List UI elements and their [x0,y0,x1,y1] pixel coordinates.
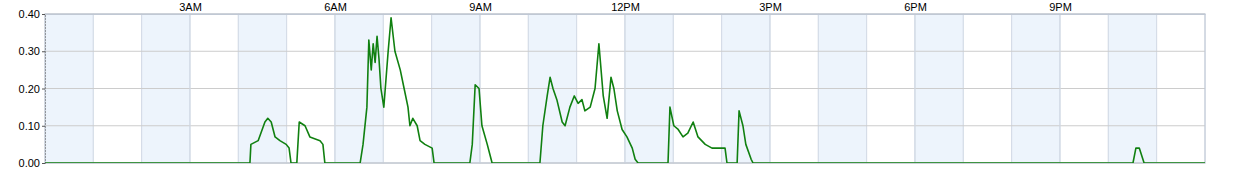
hour-bands [45,14,1205,163]
grid-line [915,14,916,163]
series-group [45,18,1205,163]
plot: 3AM6AM9AM12PM3PM6PM9PM0.000.100.200.300.… [19,1,1206,169]
grid-line [335,14,336,163]
axis-line [46,14,1206,15]
tick-label: 0.10 [19,120,40,132]
tick: 6PM [904,1,927,14]
tick-label: 0.40 [19,8,40,20]
tick-mark [42,163,45,164]
tick: 0.20 [19,83,45,95]
tick: 12PM [611,1,640,14]
tick-mark [42,126,45,127]
plot-frame [45,14,1205,163]
tick-label: 9AM [469,1,492,13]
tick: 3AM [179,1,202,14]
tick: 0.40 [19,8,45,20]
tick: 0.30 [19,45,45,57]
tick-label: 3PM [759,1,782,13]
axis-line [45,15,46,164]
grid-line [625,14,626,163]
grid-line [770,14,771,163]
tick-mark [42,14,45,15]
tick: 3PM [759,1,782,14]
chart: 3AM6AM9AM12PM3PM6PM9PM0.000.100.200.300.… [0,0,1250,178]
tick-label: 12PM [611,1,640,13]
tick: 9AM [469,1,492,14]
tick: 0.00 [19,157,45,169]
tick-label: 0.00 [19,157,40,169]
tick-label: 6PM [904,1,927,13]
tick: 9PM [1049,1,1072,14]
tick-label: 6AM [324,1,347,13]
grid-line [1060,14,1061,163]
x-axis: 3AM 6AM 9AM 12PM 3PM 6PM 9PM [46,1,1206,15]
tick: 0.10 [19,120,45,132]
grid-line [190,14,191,163]
tick-mark [42,89,45,90]
y-axis: 0.00 0.10 0.20 0.30 0.40 [19,8,46,169]
tick-label: 0.20 [19,83,40,95]
tick: 6AM [324,1,347,14]
grid [45,14,1205,163]
tick-mark [42,51,45,52]
tick-label: 3AM [179,1,202,13]
tick-label: 9PM [1049,1,1072,13]
data-line [45,18,1205,163]
tick-label: 0.30 [19,45,40,57]
